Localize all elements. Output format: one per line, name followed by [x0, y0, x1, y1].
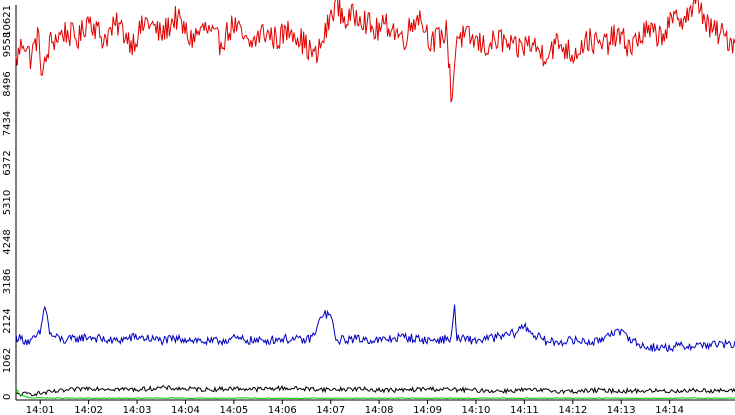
y-tick-label: 0	[2, 394, 13, 400]
y-tick-label: 4248	[2, 229, 13, 254]
plot-area	[15, 0, 735, 400]
y-tick-label: 8496	[2, 71, 13, 96]
y-tick-label: 5310	[2, 190, 13, 215]
x-tick-label: 14:06	[268, 405, 297, 415]
y-tick-label: 6372	[2, 150, 13, 175]
x-tick-label: 14:13	[607, 405, 636, 415]
y-tick-label: 1062	[2, 348, 13, 373]
y-axis-ticks: 0 1062 2124 3186 4248 5310 6372 7434 8496 9558106…	[2, 5, 17, 400]
series-line-4	[15, 388, 735, 400]
series-line-2	[15, 304, 735, 353]
y-tick-label: 9558	[2, 32, 13, 57]
x-tick-label: 14:08	[365, 405, 394, 415]
x-tick-label: 14:02	[74, 405, 103, 415]
series-line-3	[15, 384, 735, 397]
x-tick-label: 14:01	[26, 405, 55, 415]
x-tick-label: 14:05	[219, 405, 248, 415]
x-tick-label: 14:14	[655, 405, 684, 415]
x-tick-label: 14:07	[316, 405, 345, 415]
y-tick-label: 10621	[2, 5, 13, 37]
series-line-1	[15, 0, 735, 103]
x-axis-ticks: 14:01 14:02 14:03 14:04 14:05 14:06 14:07 14:08…	[16, 399, 735, 415]
x-tick-label: 14:12	[558, 405, 587, 415]
x-tick-label: 14:03	[123, 405, 152, 415]
x-tick-label: 14:09	[413, 405, 442, 415]
x-tick-label: 14:04	[171, 405, 200, 415]
y-tick-label: 2124	[2, 308, 13, 333]
x-tick-label: 14:11	[510, 405, 539, 415]
y-tick-label: 3186	[2, 269, 13, 294]
x-tick-label: 14:10	[462, 405, 491, 415]
y-tick-label: 7434	[2, 111, 13, 136]
